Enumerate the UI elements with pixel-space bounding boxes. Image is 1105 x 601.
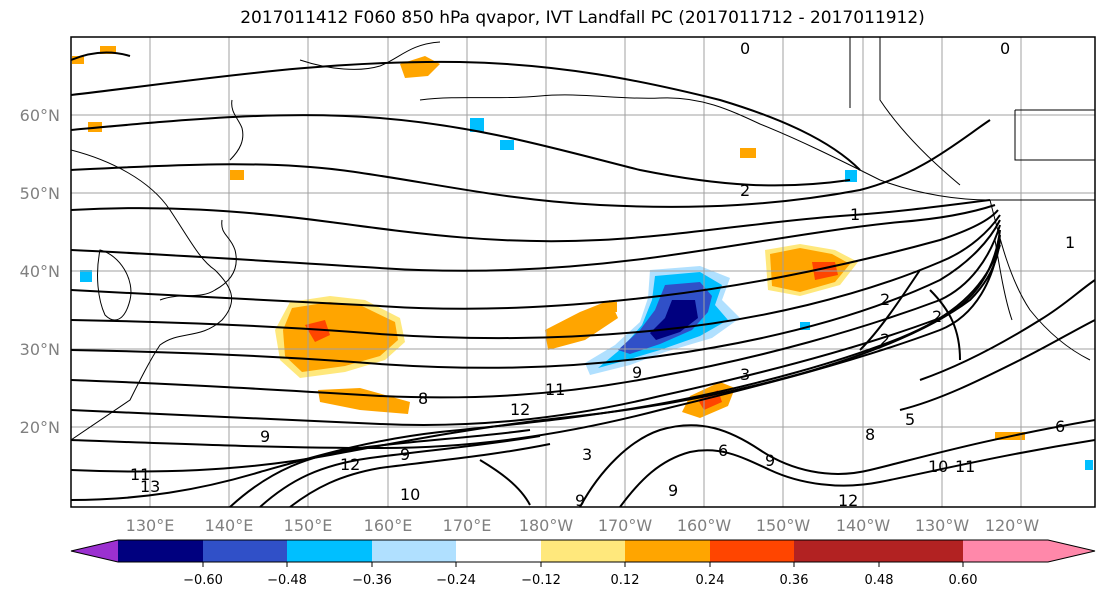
- lon-label: 120°W: [985, 516, 1040, 535]
- colorbar-tick-label: −0.24: [436, 573, 476, 588]
- lon-label: 140°W: [836, 516, 891, 535]
- lon-label: 180°W: [519, 516, 574, 535]
- lon-label: 140°E: [205, 516, 254, 535]
- colorbar-tick-label: −0.36: [352, 573, 392, 588]
- colorbar: −0.60 −0.48 −0.36 −0.24 −0.12 0.12 0.24 …: [70, 539, 1096, 588]
- lon-label: 170°E: [443, 516, 492, 535]
- contour-label: 8: [865, 425, 875, 444]
- contour-label: 2: [932, 307, 942, 326]
- lon-label: 160°W: [677, 516, 732, 535]
- longitude-labels: 130°E 140°E 150°E 160°E 170°E 180°W 170°…: [126, 516, 1040, 535]
- colorbar-segment: [372, 540, 456, 562]
- map-area: 0 0 2 1 2 2 2 3 3 5 6 6 9 9 9 11 12 12 1…: [71, 37, 1095, 510]
- contour-label: 10: [400, 485, 420, 504]
- lon-label: 150°E: [284, 516, 333, 535]
- contour-label: 2: [880, 290, 890, 309]
- contour-label: 5: [905, 410, 915, 429]
- colorbar-outline: [70, 539, 1096, 563]
- contour-label: 3: [740, 365, 750, 384]
- colorbar-ticks: [202, 562, 964, 567]
- contour-label: 3: [582, 445, 592, 464]
- lon-label: 160°E: [364, 516, 413, 535]
- colorbar-tick-label: 0.24: [696, 573, 725, 588]
- contour-label: 12: [510, 400, 530, 419]
- colorbar-tick-label: −0.12: [521, 573, 561, 588]
- contour-label: 9: [765, 451, 775, 470]
- contour-label: 2: [740, 181, 750, 200]
- positive-anomaly-west-mid: [283, 302, 398, 372]
- contour-label: 10: [928, 457, 948, 476]
- colorbar-segment: [541, 540, 625, 562]
- positive-anomaly-east-mid: [770, 248, 850, 292]
- colorbar-segment: [625, 540, 710, 562]
- contour-labels: 0 0 2 1 2 2 2 3 3 5 6 6 9 9 9 11 12 12 1…: [130, 39, 1075, 510]
- lon-label: 150°W: [756, 516, 811, 535]
- contour-label: 9: [260, 427, 270, 446]
- lon-label: 130°E: [126, 516, 175, 535]
- colorbar-segment: [118, 540, 203, 562]
- colorbar-segment: [710, 540, 794, 562]
- colorbar-segment: [794, 540, 879, 562]
- lat-label: 50°N: [20, 184, 60, 203]
- colorbar-segment: [287, 540, 372, 562]
- contour-label: 0: [1000, 39, 1010, 58]
- contour-label: 11: [955, 457, 975, 476]
- contour-label: 11: [130, 465, 150, 484]
- contour-label: 13: [140, 477, 160, 496]
- colorbar-segment: [456, 540, 541, 562]
- contour-label: 9: [575, 491, 585, 510]
- lon-label: 130°W: [915, 516, 970, 535]
- contour-label: 0: [740, 39, 750, 58]
- lat-label: 60°N: [20, 106, 60, 125]
- ivt-contours: [71, 51, 1095, 507]
- colorbar-tick-label: 0.60: [949, 573, 978, 588]
- contour-label: 8: [418, 389, 428, 408]
- map-title: 2017011412 F060 850 hPa qvapor, IVT Land…: [240, 8, 925, 28]
- contour-label: 1: [850, 205, 860, 224]
- map-frame: [70, 36, 1096, 508]
- lat-label: 30°N: [20, 340, 60, 359]
- contour-label: 9: [668, 481, 678, 500]
- colorbar-tick-label: 0.36: [780, 573, 809, 588]
- lon-label: 170°W: [598, 516, 653, 535]
- colorbar-tick-label: −0.60: [183, 573, 223, 588]
- colorbar-tick-label: 0.48: [865, 573, 894, 588]
- contour-label: 1: [1065, 233, 1075, 252]
- contour-label: 12: [340, 455, 360, 474]
- colorbar-tick-label: 0.12: [611, 573, 640, 588]
- colorbar-tick-label: −0.48: [267, 573, 307, 588]
- contour-label: 6: [718, 441, 728, 460]
- contour-label: 2: [880, 330, 890, 349]
- anomaly-shading: [275, 56, 858, 418]
- contour-label: 11: [545, 380, 565, 399]
- lat-label: 40°N: [20, 262, 60, 281]
- contour-label: 12: [838, 491, 858, 510]
- colorbar-segment: [879, 540, 963, 562]
- latitude-labels: 60°N 50°N 40°N 30°N 20°N: [20, 106, 60, 437]
- contour-label: 9: [632, 363, 642, 382]
- positive-anomaly-west-core: [305, 320, 330, 342]
- lat-label: 20°N: [20, 418, 60, 437]
- colorbar-left-extension: [71, 540, 118, 562]
- colorbar-segment: [203, 540, 287, 562]
- contour-label: 9: [400, 445, 410, 464]
- contour-label: 6: [1055, 417, 1065, 436]
